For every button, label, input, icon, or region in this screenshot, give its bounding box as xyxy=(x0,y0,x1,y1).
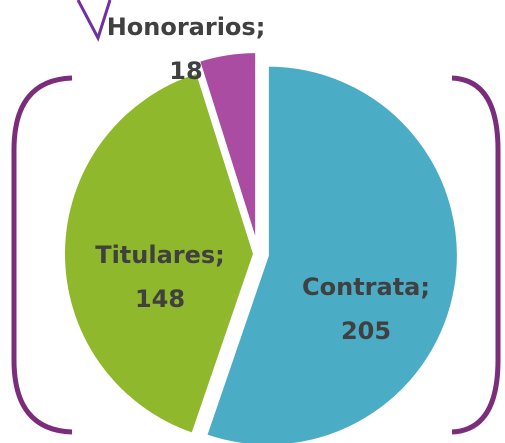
slice-label-name: Contrata; xyxy=(302,273,430,301)
decor-line xyxy=(76,0,112,42)
slice-label-value: 148 xyxy=(135,285,185,313)
right-bracket xyxy=(451,75,501,435)
slice-label-value: 205 xyxy=(341,317,391,345)
left-bracket xyxy=(11,75,73,435)
pie-slice xyxy=(197,51,258,243)
slice-label-name: Honorarios; xyxy=(107,13,266,41)
slice-label-name: Titulares; xyxy=(95,241,225,269)
pie-slice xyxy=(63,71,256,435)
slice-label-value: 18 xyxy=(169,57,202,85)
